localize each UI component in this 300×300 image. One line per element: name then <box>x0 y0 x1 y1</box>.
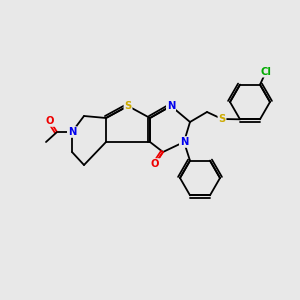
Text: Cl: Cl <box>261 67 272 77</box>
Text: S: S <box>124 101 132 111</box>
Text: N: N <box>167 101 175 111</box>
Text: N: N <box>180 137 188 147</box>
Text: N: N <box>68 127 76 137</box>
Text: S: S <box>218 114 226 124</box>
Text: O: O <box>151 159 159 169</box>
Text: O: O <box>46 116 54 126</box>
